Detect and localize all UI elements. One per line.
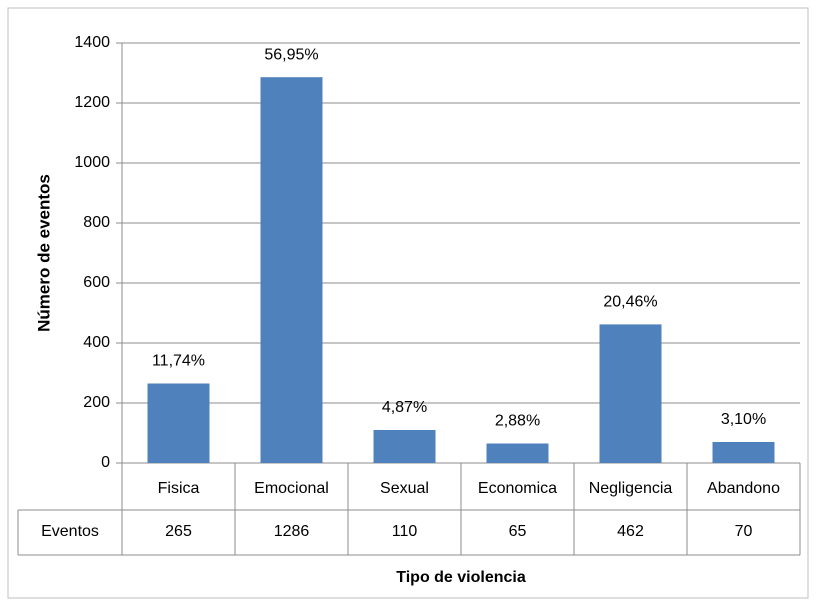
y-tick-label: 800 xyxy=(83,214,110,231)
table-value: 1286 xyxy=(274,523,310,540)
y-tick-label: 1400 xyxy=(74,34,110,51)
x-tick-label: Sexual xyxy=(380,480,429,497)
table-value: 110 xyxy=(392,523,418,540)
x-tick-label: Abandono xyxy=(707,480,780,497)
bar xyxy=(599,324,662,463)
chart-frame xyxy=(7,7,809,599)
bar xyxy=(373,430,436,463)
table-value: 462 xyxy=(617,523,644,540)
x-tick-label: Negligencia xyxy=(589,480,673,497)
table-value: 70 xyxy=(735,523,753,540)
x-axis-title: Tipo de violencia xyxy=(396,569,526,586)
y-tick-label: 1200 xyxy=(74,94,110,111)
percent-label: 56,95% xyxy=(264,46,318,63)
bar xyxy=(260,77,323,463)
y-axis-title: Número de eventos xyxy=(34,174,53,332)
y-tick-label: 0 xyxy=(101,454,110,471)
bar xyxy=(486,443,549,463)
percent-label: 11,74% xyxy=(152,353,205,370)
table-row-header: Eventos xyxy=(41,523,99,540)
x-tick-label: Economica xyxy=(478,480,557,497)
y-tick-label: 1000 xyxy=(74,154,110,171)
y-tick-label: 400 xyxy=(83,334,110,351)
percent-label: 3,10% xyxy=(721,411,766,428)
y-tick-label: 600 xyxy=(83,274,110,291)
bar xyxy=(147,383,210,463)
table-value: 65 xyxy=(509,523,527,540)
bar xyxy=(712,442,775,463)
percent-label: 4,87% xyxy=(382,399,427,416)
x-tick-label: Fisica xyxy=(158,480,200,497)
percent-label: 2,88% xyxy=(495,413,540,430)
y-tick-label: 200 xyxy=(83,394,110,411)
table-value: 265 xyxy=(165,523,192,540)
x-tick-label: Emocional xyxy=(254,480,329,497)
percent-label: 20,46% xyxy=(603,294,657,311)
